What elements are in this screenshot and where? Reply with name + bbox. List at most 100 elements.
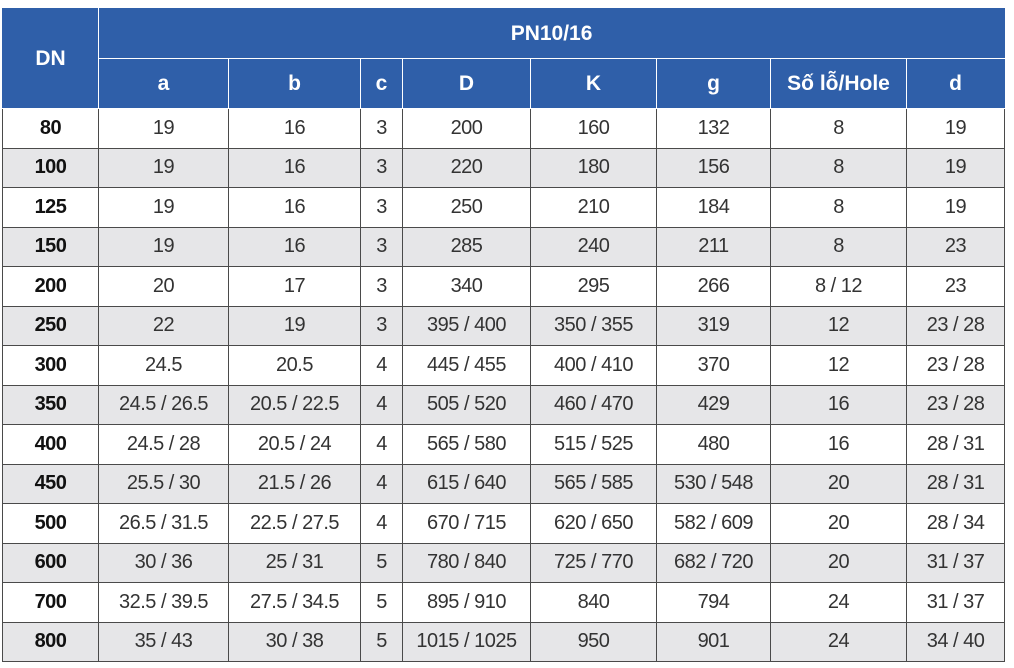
value-cell: 5 <box>360 582 403 623</box>
dn-cell: 600 <box>2 542 99 583</box>
dn-cell: 400 <box>2 424 99 465</box>
value-cell: 4 <box>360 345 403 386</box>
value-cell: 160 <box>530 108 657 149</box>
value-cell: 20 <box>770 542 907 583</box>
value-cell: 670 / 715 <box>402 503 531 544</box>
table-row: 400 24.5 / 28 20.5 / 24 4 565 / 580 515 / 525… <box>2 424 1006 465</box>
value-cell: 28 / 34 <box>905 503 1006 544</box>
column-header: g <box>656 58 771 109</box>
value-cell: 480 <box>656 424 771 465</box>
value-cell: 340 <box>402 266 531 307</box>
value-cell: 8 <box>770 108 907 149</box>
value-cell: 16 <box>770 424 907 465</box>
value-cell: 3 <box>360 187 403 228</box>
value-cell: 19 <box>98 187 229 228</box>
dn-cell: 500 <box>2 503 99 544</box>
value-cell: 32.5 / 39.5 <box>98 582 229 623</box>
value-cell: 505 / 520 <box>402 384 531 425</box>
table-row: 300 24.5 20.5 4 445 / 455 400 / 410 370 12 23 / … <box>2 345 1006 386</box>
value-cell: 30 / 36 <box>98 542 229 583</box>
value-cell: 370 <box>656 345 771 386</box>
value-cell: 565 / 580 <box>402 424 531 465</box>
value-cell: 840 <box>530 582 657 623</box>
value-cell: 31 / 37 <box>905 582 1006 623</box>
value-cell: 4 <box>360 463 403 504</box>
value-cell: 220 <box>402 147 531 188</box>
value-cell: 156 <box>656 147 771 188</box>
value-cell: 16 <box>770 384 907 425</box>
value-cell: 350 / 355 <box>530 305 657 346</box>
value-cell: 35 / 43 <box>98 621 229 662</box>
column-header: d <box>905 58 1006 109</box>
value-cell: 8 <box>770 147 907 188</box>
value-cell: 400 / 410 <box>530 345 657 386</box>
value-cell: 12 <box>770 305 907 346</box>
value-cell: 240 <box>530 226 657 267</box>
dn-cell: 350 <box>2 384 99 425</box>
value-cell: 682 / 720 <box>656 542 771 583</box>
corner-header: DN <box>2 8 99 109</box>
value-cell: 395 / 400 <box>402 305 531 346</box>
value-cell: 725 / 770 <box>530 542 657 583</box>
value-cell: 23 <box>905 266 1006 307</box>
dn-cell: 125 <box>2 187 99 228</box>
value-cell: 895 / 910 <box>402 582 531 623</box>
value-cell: 19 <box>98 147 229 188</box>
value-cell: 3 <box>360 305 403 346</box>
column-header: K <box>530 58 657 109</box>
value-cell: 3 <box>360 226 403 267</box>
table-row: 600 30 / 36 25 / 31 5 780 / 840 725 / 770 682 … <box>2 542 1006 583</box>
value-cell: 23 / 28 <box>905 305 1006 346</box>
value-cell: 16 <box>228 108 361 149</box>
value-cell: 4 <box>360 424 403 465</box>
value-cell: 24 <box>770 582 907 623</box>
value-cell: 250 <box>402 187 531 228</box>
value-cell: 22.5 / 27.5 <box>228 503 361 544</box>
table-row: 700 32.5 / 39.5 27.5 / 34.5 5 895 / 910 840 79… <box>2 582 1006 623</box>
value-cell: 3 <box>360 108 403 149</box>
value-cell: 25.5 / 30 <box>98 463 229 504</box>
value-cell: 4 <box>360 384 403 425</box>
value-cell: 20 <box>98 266 229 307</box>
dn-cell: 250 <box>2 305 99 346</box>
column-header: b <box>228 58 361 109</box>
dn-cell: 800 <box>2 621 99 662</box>
value-cell: 23 / 28 <box>905 345 1006 386</box>
table-row: 250 22 19 3 395 / 400 350 / 355 319 12 23 / 28 <box>2 305 1006 346</box>
column-header: c <box>360 58 403 109</box>
value-cell: 21.5 / 26 <box>228 463 361 504</box>
column-header: a <box>98 58 229 109</box>
value-cell: 515 / 525 <box>530 424 657 465</box>
value-cell: 132 <box>656 108 771 149</box>
value-cell: 780 / 840 <box>402 542 531 583</box>
value-cell: 8 <box>770 187 907 228</box>
value-cell: 4 <box>360 503 403 544</box>
value-cell: 20.5 <box>228 345 361 386</box>
value-cell: 34 / 40 <box>905 621 1006 662</box>
column-header: Số lỗ/Hole <box>770 58 907 109</box>
value-cell: 565 / 585 <box>530 463 657 504</box>
value-cell: 28 / 31 <box>905 463 1006 504</box>
value-cell: 24.5 / 26.5 <box>98 384 229 425</box>
value-cell: 285 <box>402 226 531 267</box>
value-cell: 266 <box>656 266 771 307</box>
table-row: 800 35 / 43 30 / 38 5 1015 / 1025 950 901 24 34 … <box>2 621 1006 662</box>
value-cell: 19 <box>905 108 1006 149</box>
value-cell: 950 <box>530 621 657 662</box>
value-cell: 22 <box>98 305 229 346</box>
value-cell: 200 <box>402 108 531 149</box>
dn-cell: 300 <box>2 345 99 386</box>
value-cell: 184 <box>656 187 771 228</box>
value-cell: 8 / 12 <box>770 266 907 307</box>
table-row: 450 25.5 / 30 21.5 / 26 4 615 / 640 565 / 585… <box>2 463 1006 504</box>
value-cell: 319 <box>656 305 771 346</box>
value-cell: 25 / 31 <box>228 542 361 583</box>
value-cell: 16 <box>228 187 361 228</box>
value-cell: 28 / 31 <box>905 424 1006 465</box>
value-cell: 460 / 470 <box>530 384 657 425</box>
dn-cell: 100 <box>2 147 99 188</box>
value-cell: 19 <box>228 305 361 346</box>
column-header: D <box>402 58 531 109</box>
value-cell: 17 <box>228 266 361 307</box>
